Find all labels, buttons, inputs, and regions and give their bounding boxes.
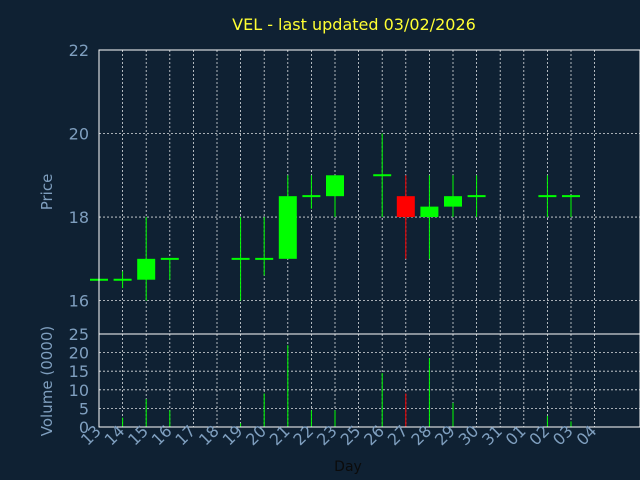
price-tick-label: 20 [69, 125, 89, 144]
x-tick-label: 04 [573, 421, 601, 449]
x-axis-label: Day [334, 459, 362, 475]
candle-body [278, 196, 297, 259]
price-y-ticks: 16 18 20 22 [69, 41, 89, 311]
price-axis-label: Price [38, 174, 56, 211]
price-tick-label: 16 [69, 292, 89, 311]
price-frame [98, 49, 640, 335]
candle-body [326, 175, 344, 197]
candle-body [137, 258, 156, 280]
volume-bars [98, 345, 572, 427]
volume-frame [98, 333, 640, 428]
price-panel: 16 18 20 22 Price [38, 41, 640, 335]
volume-axis-label: Volume (0000) [38, 326, 56, 436]
price-tick-label: 22 [69, 41, 89, 60]
x-axis-ticks: 1314151617181920212223252627282930310102… [77, 421, 600, 449]
candles [90, 133, 580, 301]
price-grid [99, 50, 640, 334]
candle-body [444, 196, 462, 207]
volume-tick-label: 20 [69, 344, 89, 363]
price-tick-label: 18 [69, 208, 89, 227]
volume-grid [99, 334, 640, 427]
volume-tick-label: 0 [79, 418, 89, 437]
volume-tick-label: 10 [69, 381, 89, 400]
candle-body [396, 196, 415, 218]
candle-body [420, 206, 439, 218]
volume-tick-label: 15 [69, 362, 89, 381]
volume-tick-label: 25 [69, 325, 89, 344]
chart-title: VEL - last updated 03/02/2026 [232, 15, 476, 34]
volume-tick-label: 5 [79, 399, 89, 418]
